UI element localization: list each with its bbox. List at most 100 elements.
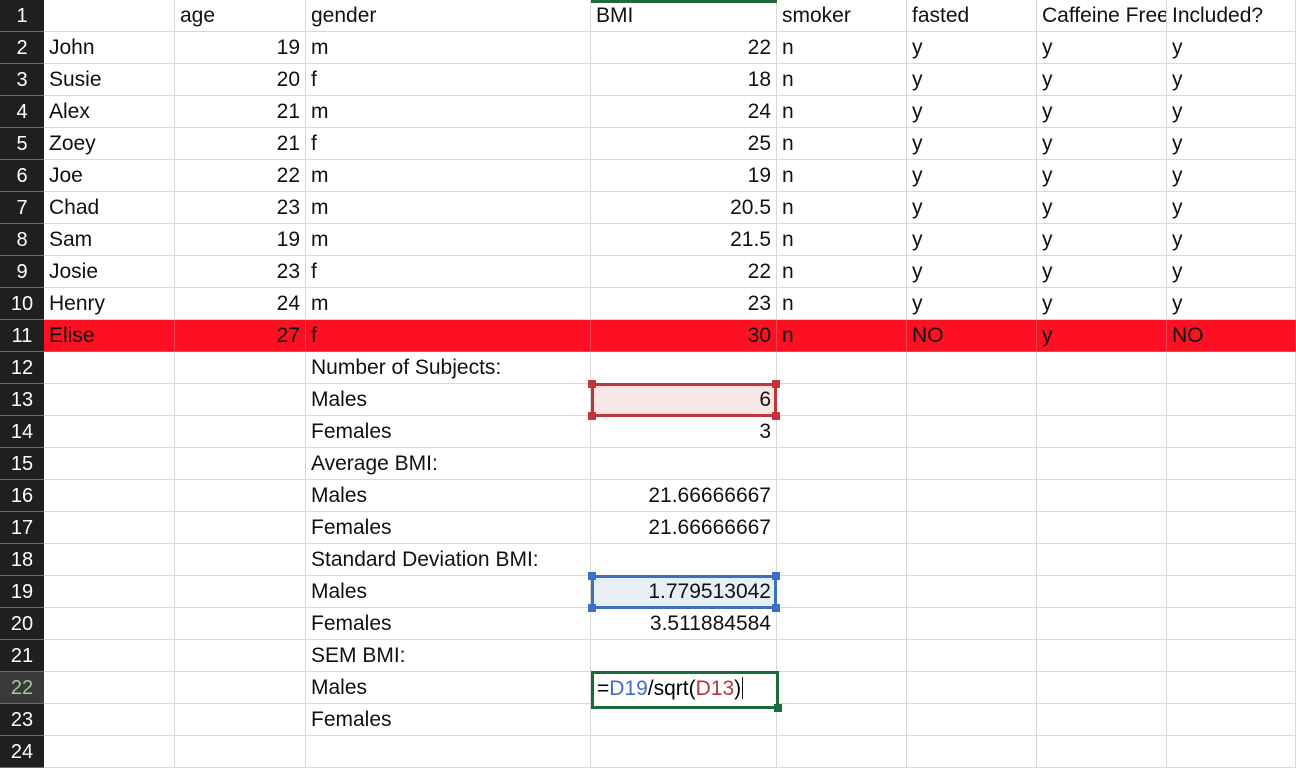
empty-cell[interactable] — [777, 576, 907, 608]
empty-cell[interactable] — [907, 416, 1037, 448]
empty-cell[interactable] — [777, 512, 907, 544]
subject-smoker-cell[interactable]: n — [777, 224, 907, 256]
row-header[interactable]: 19 — [0, 576, 44, 608]
header-bmi[interactable]: BMI — [591, 0, 777, 32]
subject-age-cell[interactable]: 19 — [175, 32, 306, 64]
empty-cell[interactable] — [1167, 416, 1296, 448]
subject-gender-cell[interactable]: f — [306, 128, 591, 160]
subject-bmi-cell[interactable]: 20.5 — [591, 192, 777, 224]
row-header[interactable]: 23 — [0, 704, 44, 736]
empty-cell[interactable] — [907, 640, 1037, 672]
row-header[interactable]: 4 — [0, 96, 44, 128]
subject-fasted-cell[interactable]: y — [907, 160, 1037, 192]
empty-cell[interactable] — [1037, 384, 1167, 416]
subject-smoker-cell[interactable]: n — [777, 32, 907, 64]
empty-cell[interactable] — [907, 512, 1037, 544]
row-header[interactable]: 6 — [0, 160, 44, 192]
subject-fasted-cell[interactable]: y — [907, 224, 1037, 256]
row-header[interactable]: 11 — [0, 320, 44, 352]
subject-age-cell[interactable]: 19 — [175, 224, 306, 256]
empty-cell[interactable] — [1037, 672, 1167, 704]
subject-name-cell[interactable]: Sam — [44, 224, 175, 256]
subject-gender-cell[interactable]: f — [306, 256, 591, 288]
empty-cell[interactable] — [777, 640, 907, 672]
subject-caffeine-cell[interactable]: y — [1037, 64, 1167, 96]
subject-name-cell[interactable]: Alex — [44, 96, 175, 128]
empty-cell[interactable] — [777, 384, 907, 416]
empty-cell[interactable] — [44, 384, 175, 416]
empty-cell[interactable] — [1167, 480, 1296, 512]
subject-included-cell[interactable]: y — [1167, 32, 1296, 64]
empty-cell[interactable] — [907, 576, 1037, 608]
empty-cell[interactable] — [907, 544, 1037, 576]
summary-label[interactable]: Males — [306, 672, 591, 704]
empty-cell[interactable] — [777, 352, 907, 384]
summary-value[interactable]: 1.779513042 — [591, 576, 777, 608]
subject-caffeine-cell[interactable]: y — [1037, 256, 1167, 288]
empty-cell[interactable] — [777, 608, 907, 640]
empty-cell[interactable] — [1167, 640, 1296, 672]
empty-cell[interactable] — [175, 544, 306, 576]
empty-cell[interactable] — [44, 512, 175, 544]
subject-gender-cell[interactable]: f — [306, 320, 591, 352]
subject-gender-cell[interactable]: m — [306, 160, 591, 192]
summary-value[interactable] — [591, 544, 777, 576]
subject-smoker-cell[interactable]: n — [777, 256, 907, 288]
subject-fasted-cell[interactable]: y — [907, 96, 1037, 128]
summary-value[interactable]: 3.511884584 — [591, 608, 777, 640]
empty-cell[interactable] — [907, 448, 1037, 480]
summary-label[interactable]: Males — [306, 576, 591, 608]
subject-gender-cell[interactable]: m — [306, 288, 591, 320]
empty-cell[interactable] — [175, 640, 306, 672]
subject-caffeine-cell[interactable]: y — [1037, 192, 1167, 224]
header-included[interactable]: Included? — [1167, 0, 1296, 32]
subject-name-cell[interactable]: Susie — [44, 64, 175, 96]
empty-cell[interactable] — [44, 672, 175, 704]
empty-cell[interactable] — [907, 352, 1037, 384]
summary-value[interactable] — [591, 736, 777, 768]
subject-smoker-cell[interactable]: n — [777, 64, 907, 96]
empty-cell[interactable] — [175, 416, 306, 448]
empty-cell[interactable] — [1037, 640, 1167, 672]
summary-value[interactable] — [591, 448, 777, 480]
empty-cell[interactable] — [777, 704, 907, 736]
row-header[interactable]: 16 — [0, 480, 44, 512]
empty-cell[interactable] — [1167, 672, 1296, 704]
empty-cell[interactable] — [175, 704, 306, 736]
empty-cell[interactable] — [44, 480, 175, 512]
subject-fasted-cell[interactable]: y — [907, 192, 1037, 224]
summary-label[interactable]: Males — [306, 384, 591, 416]
empty-cell[interactable] — [1167, 544, 1296, 576]
subject-included-cell[interactable]: y — [1167, 96, 1296, 128]
subject-name-cell[interactable]: Joe — [44, 160, 175, 192]
row-header[interactable]: 22 — [0, 672, 44, 704]
empty-cell[interactable] — [1167, 448, 1296, 480]
summary-label[interactable]: Number of Subjects: — [306, 352, 591, 384]
summary-value[interactable]: 6 — [591, 384, 777, 416]
subject-age-cell[interactable]: 21 — [175, 96, 306, 128]
subject-age-cell[interactable]: 23 — [175, 256, 306, 288]
summary-label[interactable]: Females — [306, 608, 591, 640]
empty-cell[interactable] — [44, 640, 175, 672]
subject-age-cell[interactable]: 23 — [175, 192, 306, 224]
subject-bmi-cell[interactable]: 22 — [591, 256, 777, 288]
empty-cell[interactable] — [1037, 608, 1167, 640]
empty-cell[interactable] — [44, 416, 175, 448]
row-header[interactable]: 14 — [0, 416, 44, 448]
empty-cell[interactable] — [777, 480, 907, 512]
subject-gender-cell[interactable]: m — [306, 32, 591, 64]
empty-cell[interactable] — [1167, 512, 1296, 544]
row-header[interactable]: 17 — [0, 512, 44, 544]
row-header[interactable]: 24 — [0, 736, 44, 768]
empty-cell[interactable] — [1167, 352, 1296, 384]
summary-label[interactable]: SEM BMI: — [306, 640, 591, 672]
empty-cell[interactable] — [175, 608, 306, 640]
subject-caffeine-cell[interactable]: y — [1037, 224, 1167, 256]
header-gender[interactable]: gender — [306, 0, 591, 32]
empty-cell[interactable] — [907, 608, 1037, 640]
subject-caffeine-cell[interactable]: y — [1037, 96, 1167, 128]
subject-bmi-cell[interactable]: 23 — [591, 288, 777, 320]
subject-name-cell[interactable]: Elise — [44, 320, 175, 352]
empty-cell[interactable] — [1167, 608, 1296, 640]
